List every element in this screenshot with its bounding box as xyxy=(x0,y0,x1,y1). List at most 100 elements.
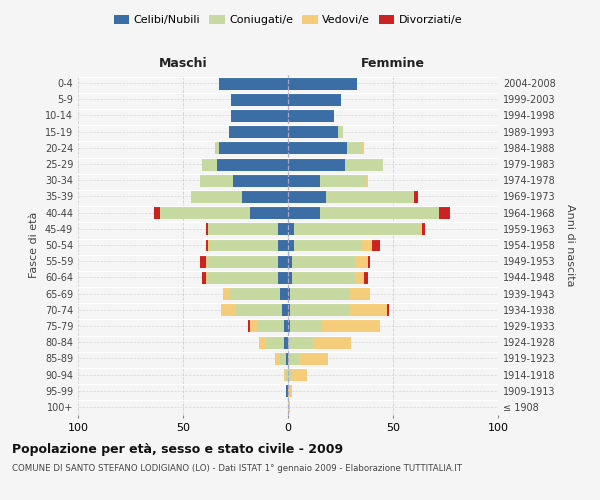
Bar xyxy=(206,238,208,252)
Bar xyxy=(288,352,299,365)
Bar xyxy=(235,304,282,316)
Text: Femmine: Femmine xyxy=(361,57,425,70)
Bar xyxy=(288,76,358,90)
Bar xyxy=(229,287,280,300)
Bar xyxy=(295,222,421,235)
Bar xyxy=(286,368,288,381)
Bar xyxy=(288,190,326,203)
Bar xyxy=(288,320,290,332)
Bar xyxy=(242,190,288,203)
Bar xyxy=(326,190,414,203)
Bar xyxy=(322,320,380,332)
Bar xyxy=(277,271,288,284)
Bar xyxy=(232,93,288,106)
Bar xyxy=(154,206,160,219)
Bar xyxy=(221,304,235,316)
Bar xyxy=(361,238,372,252)
Bar xyxy=(257,320,284,332)
Bar xyxy=(288,400,290,413)
Bar xyxy=(288,125,338,138)
Bar xyxy=(338,125,343,138)
Bar xyxy=(208,254,277,268)
Bar xyxy=(286,384,288,397)
Bar xyxy=(232,109,288,122)
Bar xyxy=(229,125,288,138)
Bar xyxy=(387,304,389,316)
Bar xyxy=(288,238,295,252)
Bar xyxy=(288,384,292,397)
Bar xyxy=(368,254,370,268)
Bar xyxy=(288,174,320,186)
Bar xyxy=(347,142,361,154)
Bar xyxy=(290,320,322,332)
Bar xyxy=(290,304,349,316)
Bar xyxy=(288,109,334,122)
Bar xyxy=(288,206,320,219)
Bar xyxy=(361,142,364,154)
Bar xyxy=(208,238,210,252)
Bar xyxy=(299,352,328,365)
Bar xyxy=(288,271,292,284)
Bar xyxy=(259,336,265,348)
Bar xyxy=(280,352,286,365)
Y-axis label: Fasce di età: Fasce di età xyxy=(29,212,39,278)
Bar xyxy=(364,271,368,284)
Bar xyxy=(288,158,345,170)
Bar xyxy=(414,190,418,203)
Bar xyxy=(422,222,425,235)
Bar xyxy=(286,352,288,365)
Bar xyxy=(292,368,307,381)
Bar xyxy=(275,352,280,365)
Bar xyxy=(277,238,288,252)
Bar xyxy=(206,222,208,235)
Bar xyxy=(366,174,368,186)
Bar xyxy=(292,254,355,268)
Bar xyxy=(191,190,242,203)
Bar xyxy=(288,222,295,235)
Bar xyxy=(292,271,355,284)
Bar xyxy=(372,238,380,252)
Bar xyxy=(282,304,288,316)
Bar xyxy=(349,304,387,316)
Bar xyxy=(200,254,206,268)
Bar xyxy=(218,142,288,154)
Bar xyxy=(355,254,368,268)
Bar xyxy=(250,320,257,332)
Bar xyxy=(284,320,288,332)
Bar xyxy=(280,287,288,300)
Text: COMUNE DI SANTO STEFANO LODIGIANO (LO) - Dati ISTAT 1° gennaio 2009 - Elaborazio: COMUNE DI SANTO STEFANO LODIGIANO (LO) -… xyxy=(12,464,462,473)
Bar xyxy=(290,287,349,300)
Bar xyxy=(206,254,208,268)
Bar xyxy=(223,287,229,300)
Bar xyxy=(208,271,277,284)
Bar xyxy=(349,287,370,300)
Bar xyxy=(288,336,313,348)
Y-axis label: Anni di nascita: Anni di nascita xyxy=(565,204,575,286)
Bar xyxy=(215,142,218,154)
Bar xyxy=(200,174,233,186)
Bar xyxy=(265,336,284,348)
Bar xyxy=(421,222,422,235)
Bar xyxy=(288,254,292,268)
Bar xyxy=(202,158,217,170)
Bar xyxy=(277,222,288,235)
Bar xyxy=(202,271,206,284)
Bar xyxy=(233,174,288,186)
Bar xyxy=(217,158,288,170)
Bar xyxy=(288,93,341,106)
Text: Popolazione per età, sesso e stato civile - 2009: Popolazione per età, sesso e stato civil… xyxy=(12,442,343,456)
Bar xyxy=(288,304,290,316)
Bar xyxy=(284,336,288,348)
Bar xyxy=(248,320,250,332)
Bar xyxy=(218,76,288,90)
Bar xyxy=(295,238,361,252)
Bar xyxy=(288,287,290,300)
Bar xyxy=(288,142,347,154)
Bar xyxy=(206,271,208,284)
Bar xyxy=(210,238,277,252)
Bar xyxy=(288,368,292,381)
Bar xyxy=(250,206,288,219)
Bar xyxy=(355,271,364,284)
Bar xyxy=(313,336,351,348)
Bar xyxy=(320,206,439,219)
